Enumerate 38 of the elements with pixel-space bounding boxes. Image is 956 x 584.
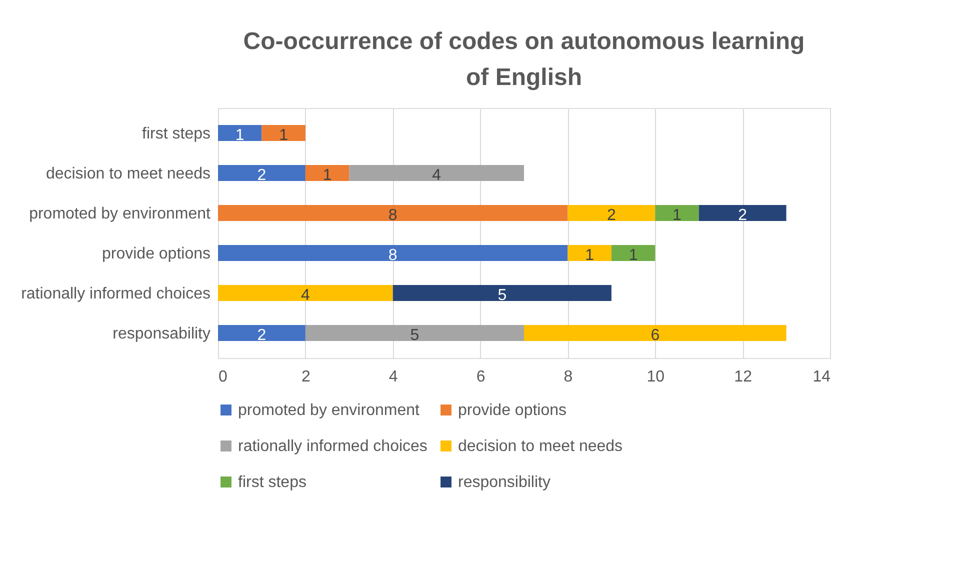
data-label: 2 xyxy=(257,327,266,344)
x-tick-label: 14 xyxy=(812,368,831,386)
y-tick-label: promoted by environment xyxy=(29,206,212,222)
data-label: 1 xyxy=(672,207,682,224)
data-label: 5 xyxy=(498,287,507,304)
data-label: 4 xyxy=(432,167,442,184)
data-label: 1 xyxy=(628,247,638,264)
chart-title: Co-occurrence of codes on autonomous learning of English xyxy=(243,28,805,91)
x-tick-label: 6 xyxy=(476,368,486,386)
x-tick-label: 0 xyxy=(218,368,228,386)
data-label: 8 xyxy=(388,247,398,264)
data-label: 1 xyxy=(279,127,288,144)
x-tick-label: 12 xyxy=(734,368,752,386)
data-label: 2 xyxy=(738,207,748,224)
data-label: 2 xyxy=(606,207,616,224)
legend-label: provide options xyxy=(458,402,567,419)
data-label: 6 xyxy=(650,327,660,344)
data-label: 1 xyxy=(235,127,244,144)
legend-label: rationally informed choices xyxy=(238,438,428,455)
legend-label: promoted by environment xyxy=(238,402,420,419)
data-label: 4 xyxy=(300,287,310,304)
legend-label: decision to meet needs xyxy=(458,438,623,455)
x-tick-label: 8 xyxy=(564,368,573,386)
x-tick-label: 2 xyxy=(301,368,310,386)
legend-label: responsibility xyxy=(458,474,550,491)
data-label: 8 xyxy=(388,207,398,224)
data-label: 1 xyxy=(322,167,332,184)
y-tick-label: provide options xyxy=(102,246,210,262)
y-tick-label: rationally informed choices xyxy=(21,286,210,302)
y-tick-label: decision to meet needs xyxy=(46,166,210,182)
x-tick-label: 4 xyxy=(388,368,398,386)
x-tick-label: 10 xyxy=(646,368,665,386)
y-tick-label: responsability xyxy=(112,326,210,342)
data-label: 2 xyxy=(257,167,266,184)
data-label: 5 xyxy=(410,327,420,344)
y-tick-label: first steps xyxy=(142,126,210,142)
legend-label: first steps xyxy=(238,474,306,491)
data-label: 1 xyxy=(585,247,594,264)
